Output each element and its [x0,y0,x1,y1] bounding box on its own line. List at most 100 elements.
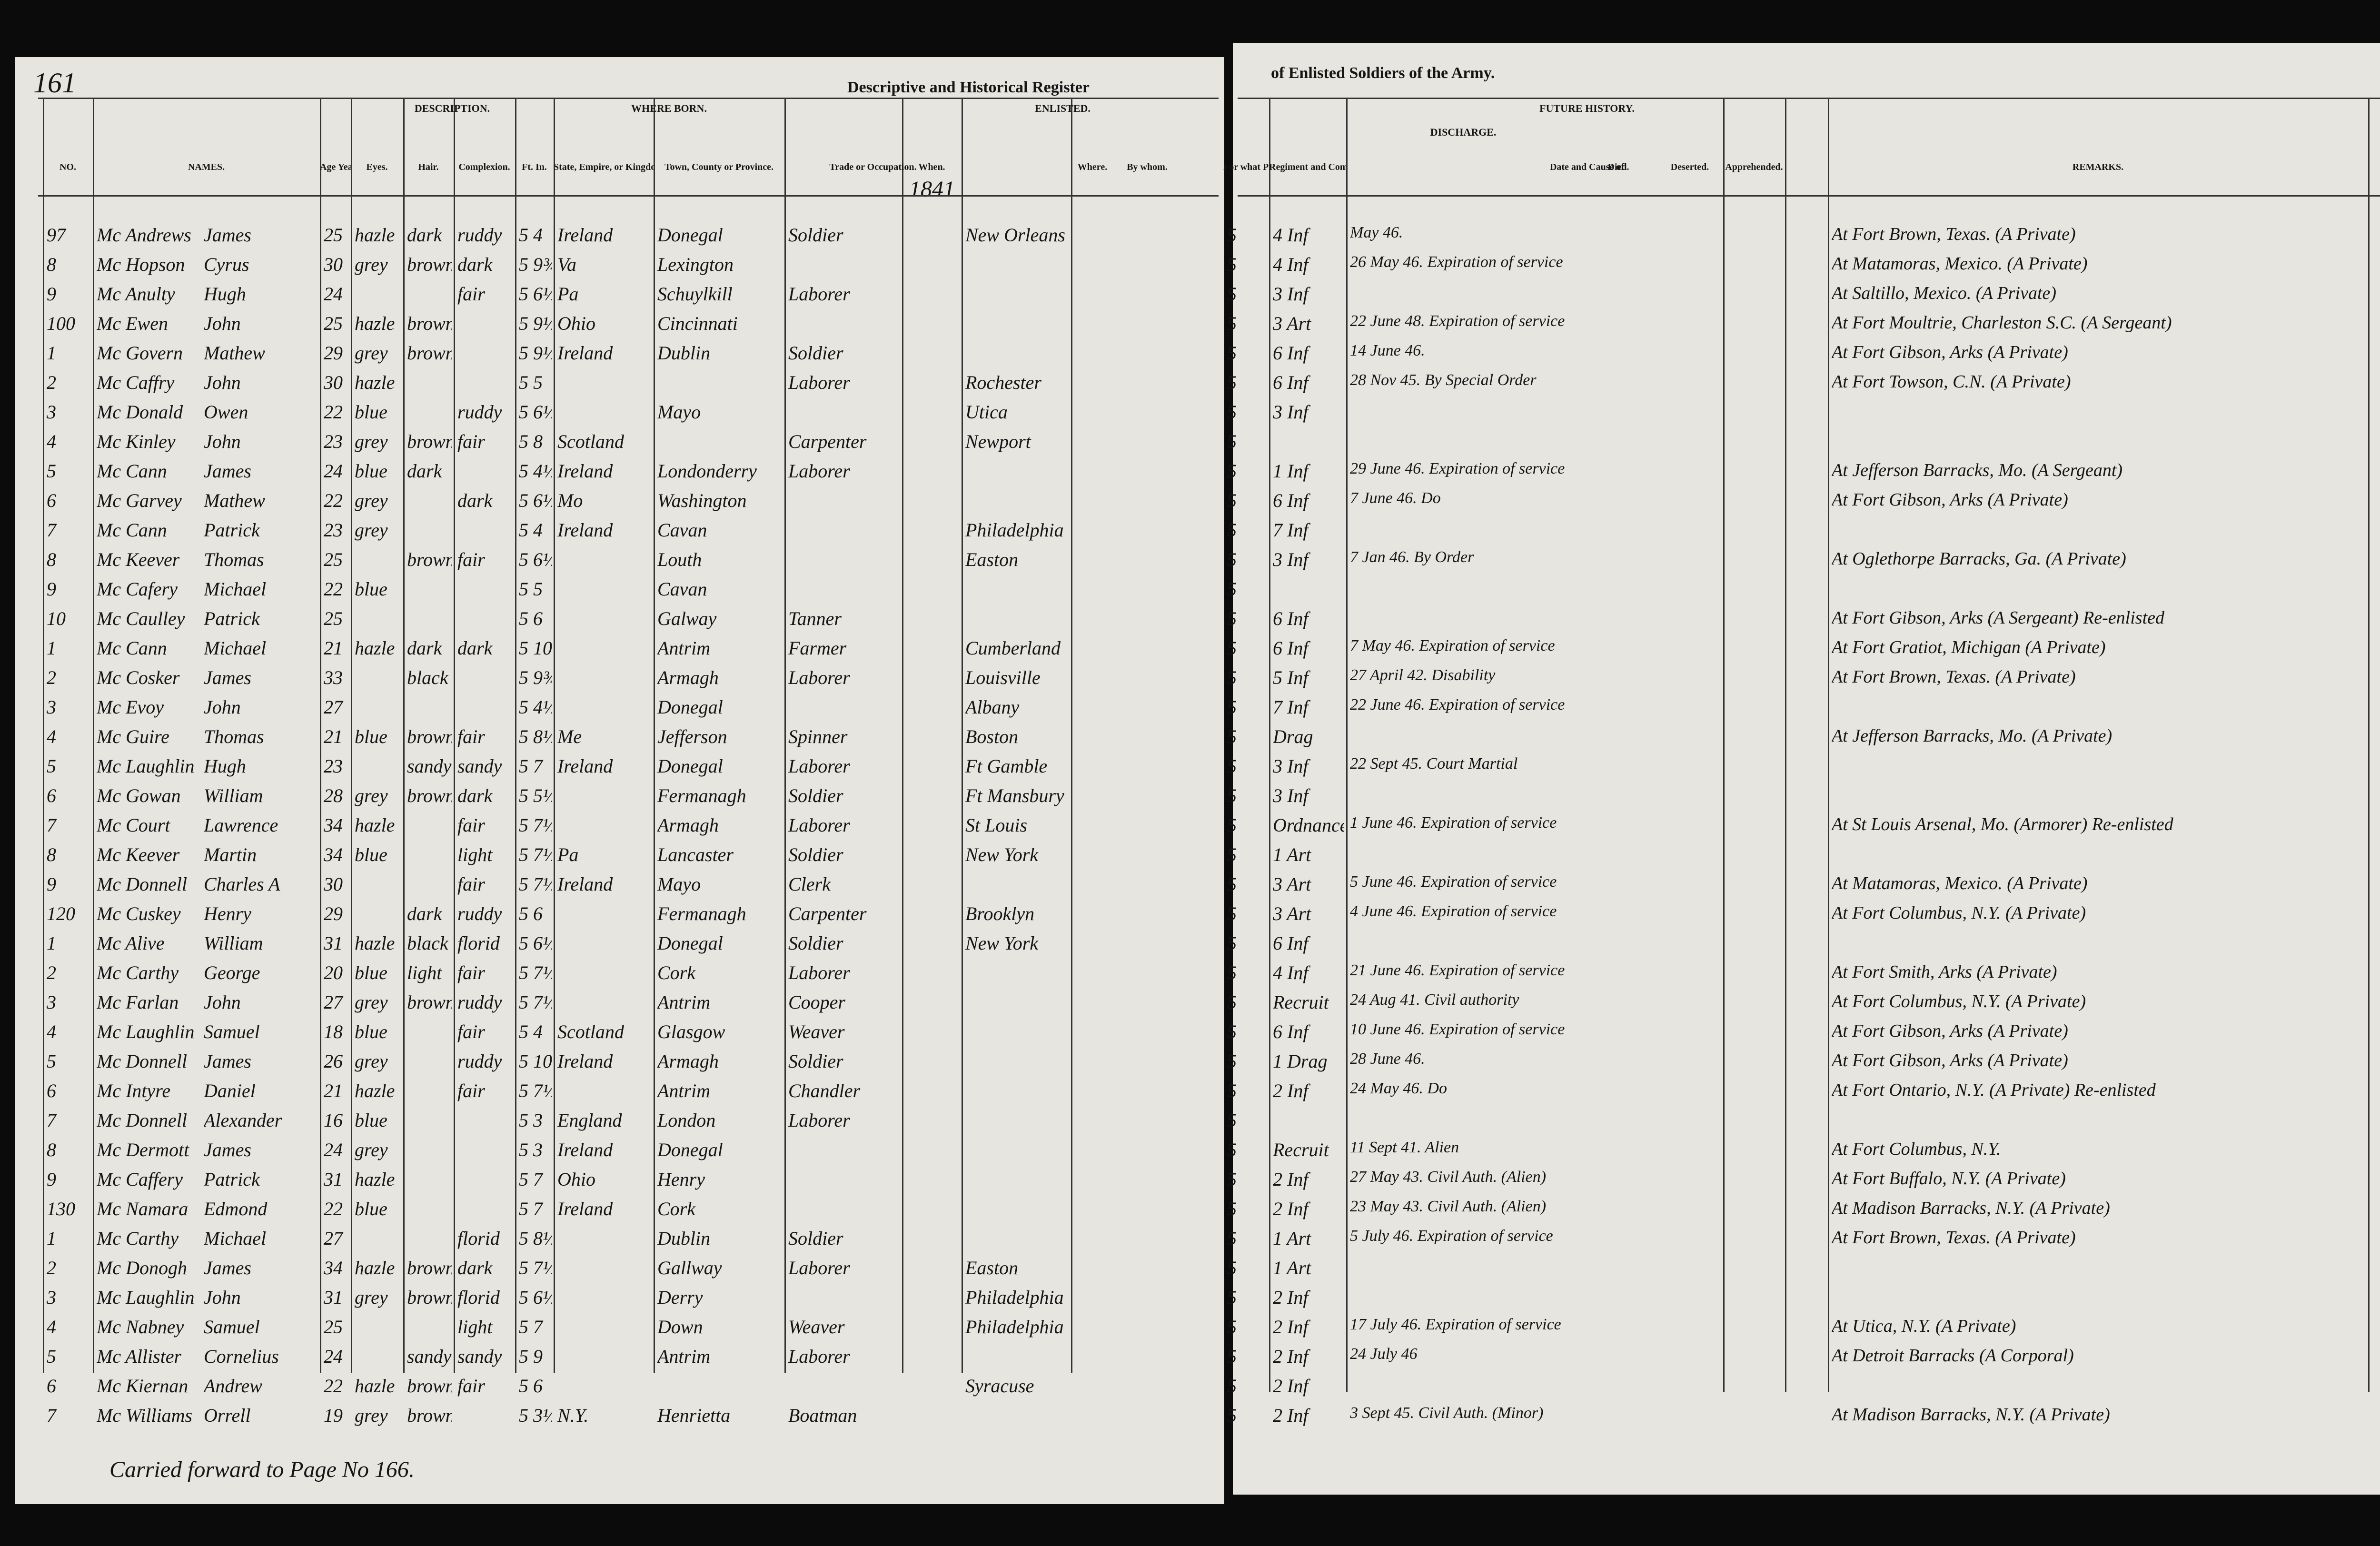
table-cell: 5 8½ [519,726,552,747]
table-cell: 5 [1227,637,1237,659]
name-cell: Mc Kinley [97,431,176,452]
table-cell: 5 6 [519,1375,543,1397]
table-cell: 1 Inf [1273,460,1309,482]
table-cell: Cooper [788,991,845,1013]
table-cell: hazle [355,1375,395,1397]
table-cell: 29 [324,342,343,364]
table-cell: 14 June 46. [1350,342,1425,359]
table-cell: Ft Mansbury [965,785,1064,806]
column-rule [654,98,655,1373]
name-cell: Mc Laughlin [97,1287,195,1308]
table-cell: fair [457,873,485,895]
table-cell: blue [355,844,387,865]
table-cell: 5 [47,1346,56,1367]
table-cell: blue [355,1110,387,1131]
right-title: of Enlisted Soldiers of the Army. [1271,64,1495,82]
column-rule [784,98,786,1373]
table-cell: Fermanagh [657,903,746,924]
table-cell: 10 June 46. Expiration of service [1350,1021,1565,1038]
table-cell: 6 [47,1375,56,1397]
table-cell: At Saltillo, Mexico. (A Private) [1832,283,2057,303]
left-page [15,57,1224,1504]
table-cell: 27 [324,991,343,1013]
table-cell: At Fort Brown, Texas. (A Private) [1832,667,2076,687]
table-cell: At Matamoras, Mexico. (A Private) [1832,873,2088,893]
name-cell: Mc Evoy [97,696,164,718]
table-cell: Laborer [788,1346,850,1367]
table-cell: grey [355,1050,388,1072]
table-cell: 5 [1227,224,1237,246]
table-cell: Ireland [557,224,613,246]
table-cell: At Fort Gratiot, Michigan (A Private) [1832,637,2106,657]
table-cell: ruddy [457,903,502,924]
table-cell: 2 Inf [1273,1346,1309,1367]
table-cell: fair [457,283,485,305]
table-cell: Recruit [1273,991,1329,1013]
column-header: Deserted. [1670,162,1709,172]
name-cell: Mc Keever [97,549,180,570]
name-cell: Patrick [204,608,260,629]
page-number: 161 [33,67,76,99]
table-cell: Laborer [788,1110,850,1131]
table-cell: Londonderry [657,460,757,482]
table-cell: Mayo [657,401,701,423]
table-cell: Cincinnati [657,313,738,334]
column-rule [962,98,963,1373]
table-cell: Easton [965,549,1019,570]
table-cell: At Fort Brown, Texas. (A Private) [1832,1228,2076,1248]
table-cell: 8 [47,1139,56,1160]
table-cell: brown [407,254,452,275]
table-cell: Antrim [657,1080,711,1101]
table-cell: 5 [47,460,56,482]
name-cell: Mc Cann [97,460,167,482]
table-cell: Spinner [788,726,848,747]
group-header: DESCRIPTION. [414,102,490,114]
table-cell: Soldier [788,932,843,954]
table-cell: hazle [355,932,395,954]
name-cell: Alexander [204,1110,282,1131]
name-cell: George [204,962,260,983]
table-cell: 28 [324,785,343,806]
table-cell: 22 [324,401,343,423]
table-cell: 5 6 [519,903,543,924]
table-cell: Ireland [557,1198,613,1219]
table-cell: 5 [1227,1139,1237,1160]
name-cell: Orrell [204,1405,251,1426]
table-cell: 29 [324,903,343,924]
table-cell: 2 [47,962,56,983]
table-cell: 1 [47,1228,56,1249]
table-cell: grey [355,342,388,364]
table-cell: fair [457,962,485,983]
table-cell: 5 3½ [519,1405,552,1426]
name-cell: Michael [204,1228,267,1249]
name-cell: Edmond [204,1198,268,1219]
table-cell: 24 [324,460,343,482]
table-cell: 2 [47,1257,56,1278]
table-cell: 6 Inf [1273,342,1309,364]
table-cell: 5 [1227,903,1237,924]
table-cell: hazle [355,1257,395,1278]
table-cell: florid [457,932,500,954]
table-cell: 6 Inf [1273,372,1309,393]
column-header: Apprehended. [1725,162,1783,172]
table-cell: At Fort Moultrie, Charleston S.C. (A Ser… [1832,313,2172,333]
name-cell: Mc Nabney [97,1316,184,1338]
table-cell: dark [407,460,442,482]
name-cell: Mc Andrews [97,224,191,246]
name-cell: Mc Donnell [97,1110,187,1131]
table-cell: Dublin [657,1228,711,1249]
name-cell: Hugh [204,755,246,777]
header-rule [1238,98,2380,99]
table-cell: Soldier [788,1228,843,1249]
table-cell: black [407,667,448,688]
table-cell: 3 Inf [1273,549,1309,570]
table-cell: 5 Inf [1273,667,1309,688]
table-cell: 3 [47,1287,56,1308]
table-cell: 6 Inf [1273,1021,1309,1042]
table-cell: Donegal [657,696,723,718]
name-cell: Mc Govern [97,342,183,364]
table-cell: 100 [47,313,75,334]
column-header: Age Years. [320,162,351,172]
table-cell: Derry [657,1287,703,1308]
table-cell: 33 [324,667,343,688]
